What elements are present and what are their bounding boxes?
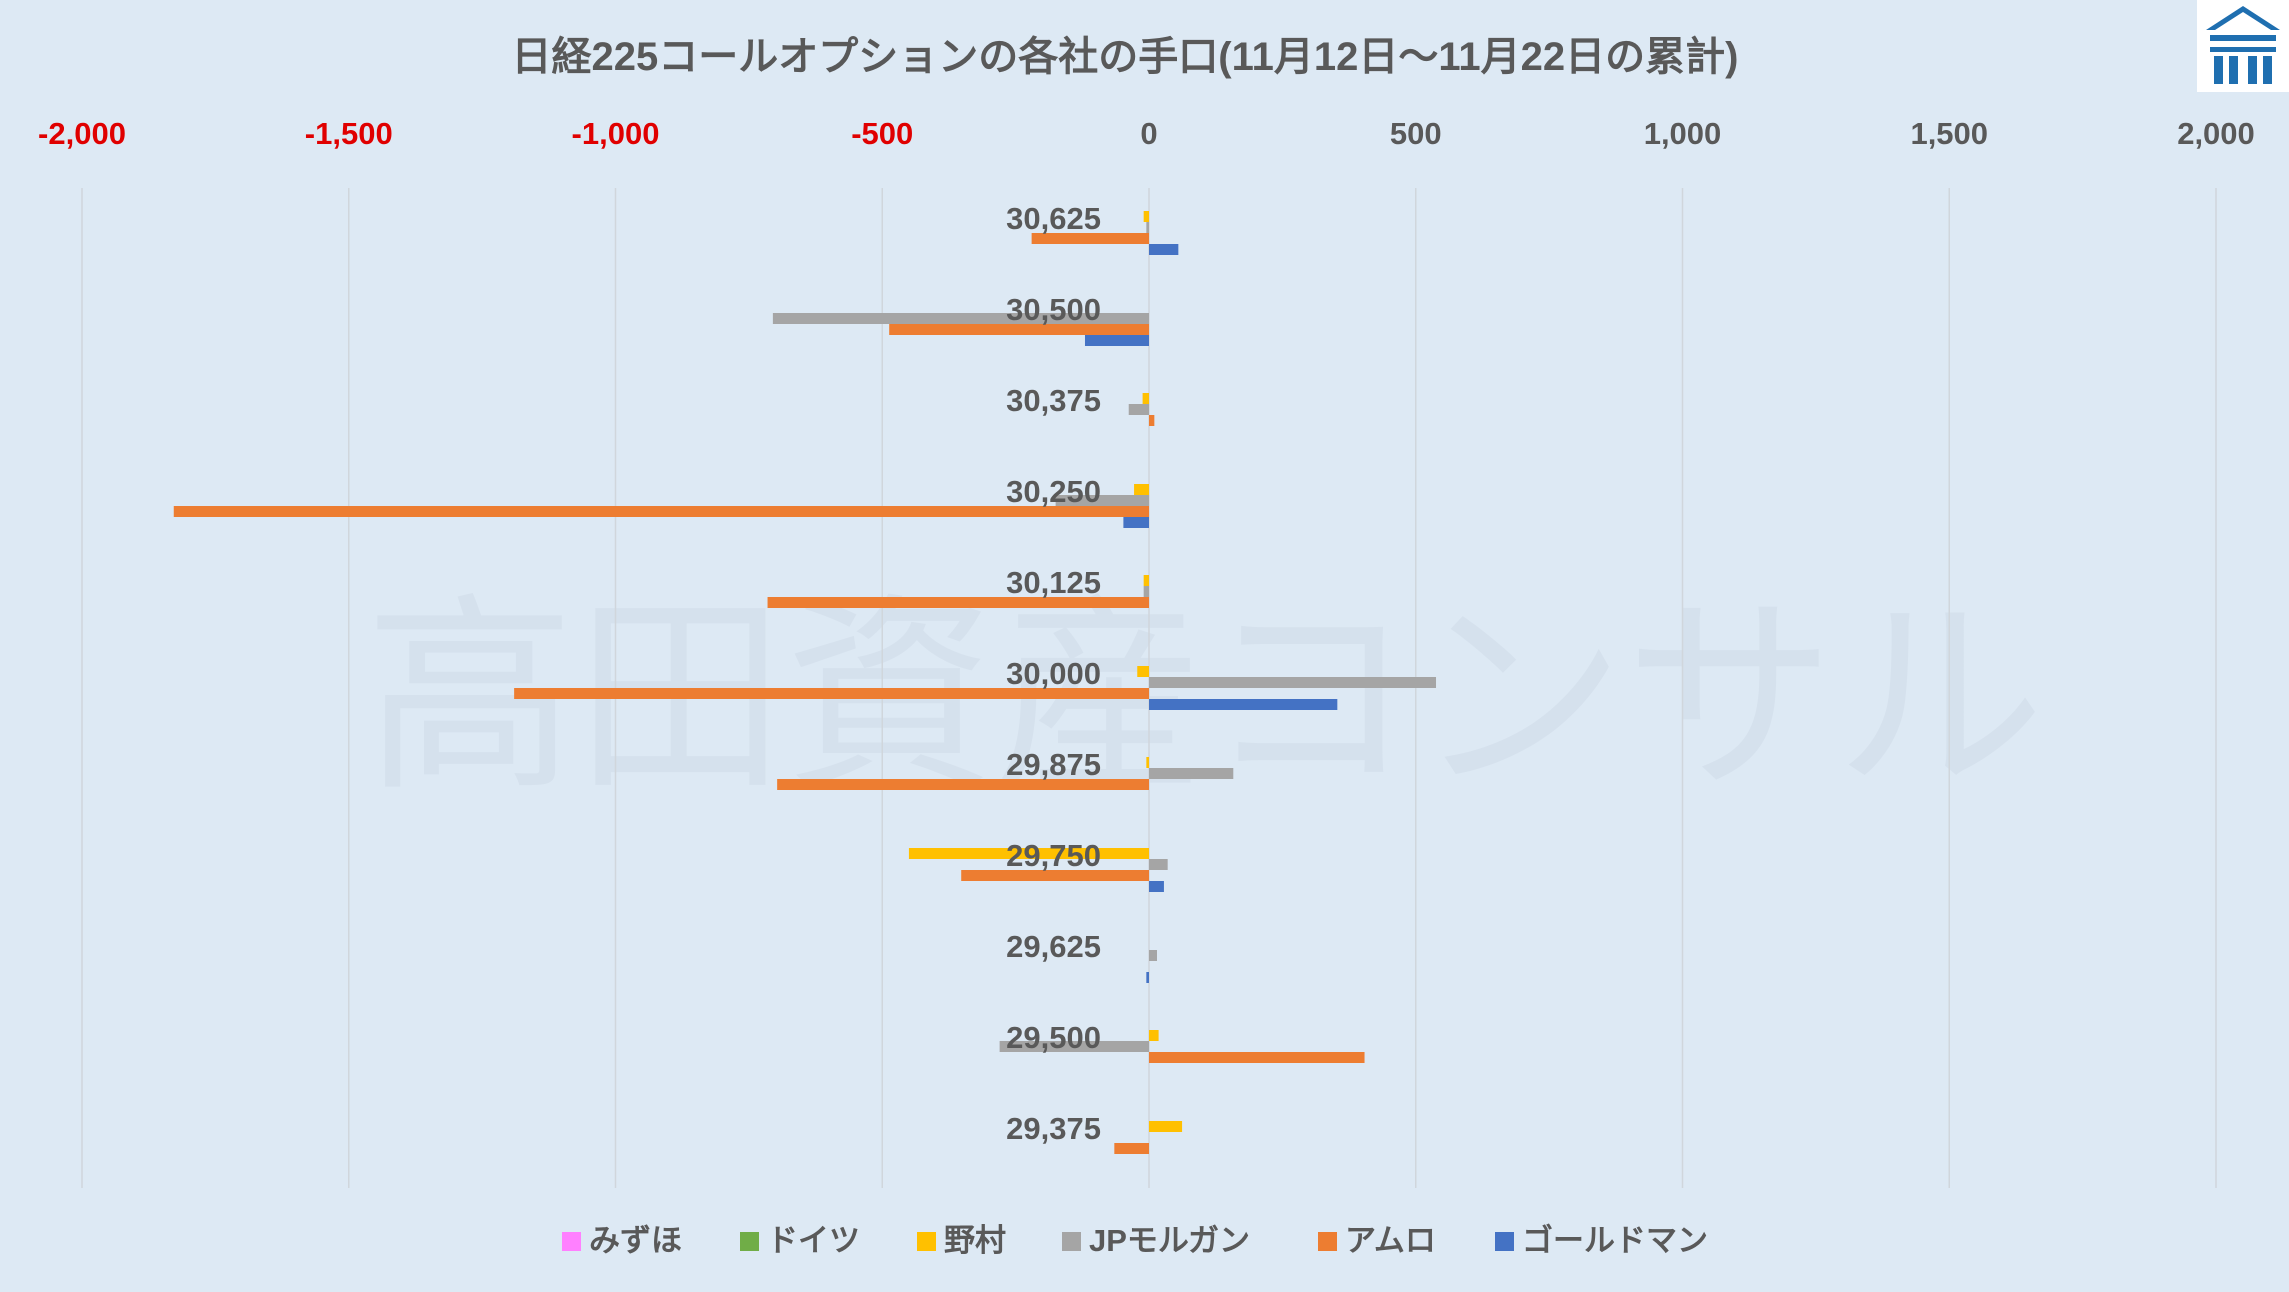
bar-3-5	[1123, 517, 1149, 528]
legend-swatch	[562, 1232, 581, 1251]
bar-9-2	[1149, 1030, 1159, 1041]
category-label: 30,125	[1006, 565, 1101, 600]
bar-5-5	[1149, 699, 1338, 710]
legend-label: JPモルガン	[1089, 1223, 1250, 1258]
legend-label: みずほ	[589, 1223, 682, 1258]
legend-label: 野村	[944, 1223, 1006, 1258]
x-tick-label: 1,500	[1910, 116, 1988, 151]
bar-6-2	[1146, 757, 1149, 768]
category-label: 29,375	[1006, 1111, 1101, 1146]
legend-swatch	[740, 1232, 759, 1251]
legend-swatch	[1495, 1232, 1514, 1251]
bar-8-3	[1149, 950, 1158, 961]
x-tick-label: 2,000	[2177, 116, 2255, 151]
bar-7-5	[1149, 881, 1164, 892]
legend-label: ドイツ	[767, 1223, 860, 1258]
bar-0-5	[1149, 244, 1179, 255]
legend-swatch	[1062, 1232, 1081, 1251]
category-label: 30,375	[1006, 383, 1101, 418]
bar-9-3	[999, 1041, 1149, 1052]
bar-6-4	[777, 779, 1149, 790]
bar-8-5	[1146, 972, 1149, 983]
bar-4-2	[1143, 575, 1149, 586]
x-tick-label: -2,000	[38, 116, 126, 151]
bar-3-3	[1055, 495, 1149, 506]
category-label: 30,500	[1006, 292, 1101, 327]
bar-0-2	[1143, 211, 1149, 222]
bar-6-3	[1149, 768, 1234, 779]
bar-9-4	[1149, 1052, 1365, 1063]
legend-swatch	[917, 1232, 936, 1251]
category-label: 29,875	[1006, 747, 1101, 782]
bar-5-4	[514, 688, 1149, 699]
bar-5-3	[1149, 677, 1437, 688]
bar-2-3	[1128, 404, 1149, 415]
x-tick-label: -500	[851, 116, 913, 151]
bar-3-4	[173, 506, 1150, 517]
x-tick-label: 0	[1140, 116, 1157, 151]
x-tick-label: -1,500	[305, 116, 393, 151]
legend-label: アムロ	[1345, 1223, 1436, 1258]
bar-7-3	[1149, 859, 1168, 870]
bar-0-3	[1146, 222, 1149, 233]
bar-2-4	[1149, 415, 1155, 426]
legend-swatch	[1318, 1232, 1337, 1251]
x-tick-label: 500	[1390, 116, 1442, 151]
bar-4-3	[1143, 586, 1149, 597]
bar-1-3	[772, 313, 1149, 324]
category-label: 30,625	[1006, 201, 1101, 236]
bar-1-5	[1084, 335, 1149, 346]
x-tick-label: 1,000	[1644, 116, 1722, 151]
category-label: 30,000	[1006, 656, 1101, 691]
category-label: 29,500	[1006, 1020, 1101, 1055]
category-label: 30,250	[1006, 474, 1101, 509]
bar-0-4	[1031, 233, 1149, 244]
bar-10-2	[1149, 1121, 1183, 1132]
bar-7-2	[908, 848, 1149, 859]
bar-3-2	[1134, 484, 1149, 495]
bar-5-2	[1137, 666, 1149, 677]
category-label: 29,625	[1006, 929, 1101, 964]
chart-title: 日経225コールオプションの各社の手口(11月12日～11月22日の累計)	[512, 35, 1739, 79]
bar-2-2	[1142, 393, 1149, 404]
bar-4-4	[767, 597, 1149, 608]
takada-logo-icon	[2197, 0, 2289, 92]
bar-1-4	[889, 324, 1149, 335]
bar-10-4	[1114, 1143, 1149, 1154]
bar-7-4	[961, 870, 1149, 881]
category-label: 29,750	[1006, 838, 1101, 873]
legend-label: ゴールドマン	[1522, 1223, 1708, 1258]
x-tick-label: -1,000	[572, 116, 660, 151]
